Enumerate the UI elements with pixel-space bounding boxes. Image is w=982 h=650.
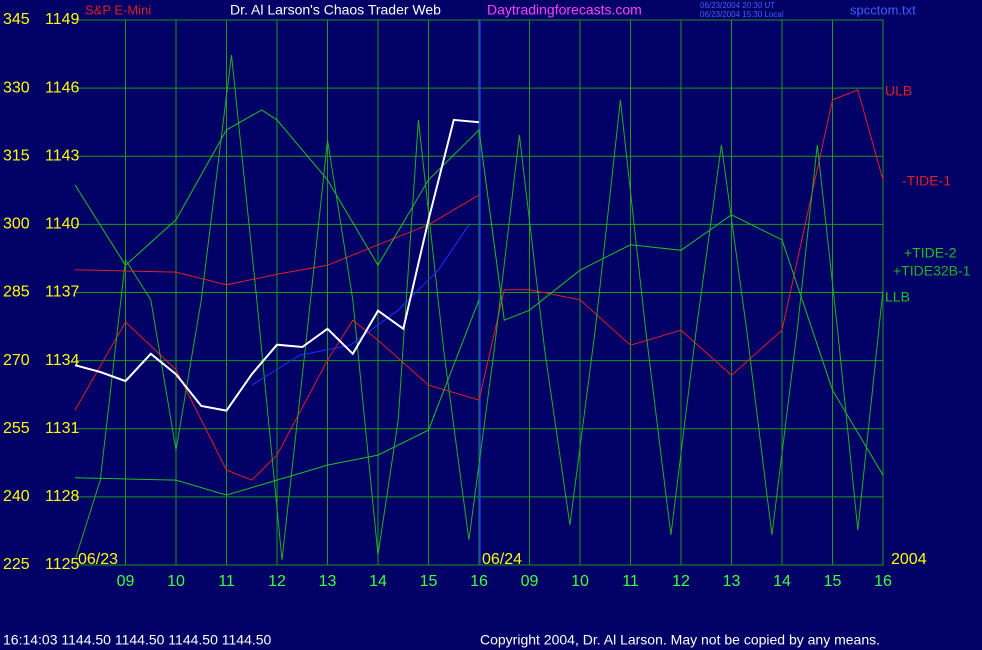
y-tick-label: 285: [3, 284, 30, 301]
year-label: 2004: [891, 551, 927, 568]
y2-tick-label: 1137: [45, 284, 80, 301]
x-tick-label: 14: [369, 573, 387, 590]
symbol: S&P E-Mini: [85, 2, 151, 17]
y2-tick-label: 1125: [45, 556, 80, 573]
x-tick-label: 11: [622, 573, 639, 590]
x-tick-label: 09: [521, 573, 539, 590]
y-tick-label: 345: [3, 11, 30, 28]
series-label: LLB: [885, 289, 910, 305]
x-tick-label: 13: [319, 573, 337, 590]
series-line: [74, 89, 884, 481]
y-tick-label: 300: [3, 216, 30, 233]
y-tick-label: 240: [3, 488, 30, 505]
series-line: [74, 118, 480, 412]
y-tick-label: 270: [3, 352, 30, 369]
y2-tick-label: 1140: [45, 216, 80, 233]
y2-tick-label: 1128: [45, 488, 80, 505]
series-line: [74, 299, 480, 496]
y2-tick-label: 1131: [45, 420, 80, 437]
x-tick-label: 10: [167, 573, 185, 590]
x-tick-label: 15: [824, 573, 842, 590]
x-tick-label: 12: [672, 573, 690, 590]
x-tick-label: 16: [470, 573, 488, 590]
date-label: 06/24: [482, 551, 522, 568]
series-label: +TIDE-2: [904, 245, 957, 261]
y-tick-label: 330: [3, 79, 30, 96]
quote: 16:14:03 1144.50 1144.50 1144.50 1144.50: [3, 632, 272, 648]
y-tick-label: 225: [3, 556, 30, 573]
series-label: ULB: [885, 83, 912, 99]
series-line: [74, 54, 884, 561]
title: Dr. Al Larson's Chaos Trader Web: [230, 2, 441, 18]
x-tick-label: 16: [874, 573, 892, 590]
y2-tick-label: 1143: [45, 147, 80, 164]
series-line: [251, 224, 470, 386]
copyright: Copyright 2004, Dr. Al Larson. May not b…: [480, 632, 880, 648]
series-label: +TIDE32B-1: [893, 263, 971, 279]
y2-tick-label: 1146: [45, 79, 80, 96]
x-tick-label: 10: [571, 573, 589, 590]
x-tick-label: 13: [723, 573, 741, 590]
y2-tick-label: 1134: [45, 352, 80, 369]
date-label: 06/23: [78, 551, 118, 568]
time-ut: 06/23/2004 20:30 UT: [700, 1, 775, 10]
y-tick-label: 315: [3, 147, 30, 164]
time-local: 06/23/2004 15:30 Local: [700, 10, 784, 19]
x-tick-label: 12: [268, 573, 286, 590]
site: Daytradingforecasts.com: [487, 2, 642, 18]
x-tick-label: 14: [773, 573, 791, 590]
series-line: [74, 109, 884, 476]
y2-tick-label: 1149: [45, 11, 80, 28]
file-name: spcctom.txt: [850, 2, 916, 17]
y-tick-label: 255: [3, 420, 30, 437]
x-tick-label: 11: [218, 573, 235, 590]
series-label: -TIDE-1: [902, 173, 951, 189]
x-tick-label: 15: [420, 573, 438, 590]
x-tick-label: 09: [117, 573, 135, 590]
series-line: [74, 194, 480, 286]
